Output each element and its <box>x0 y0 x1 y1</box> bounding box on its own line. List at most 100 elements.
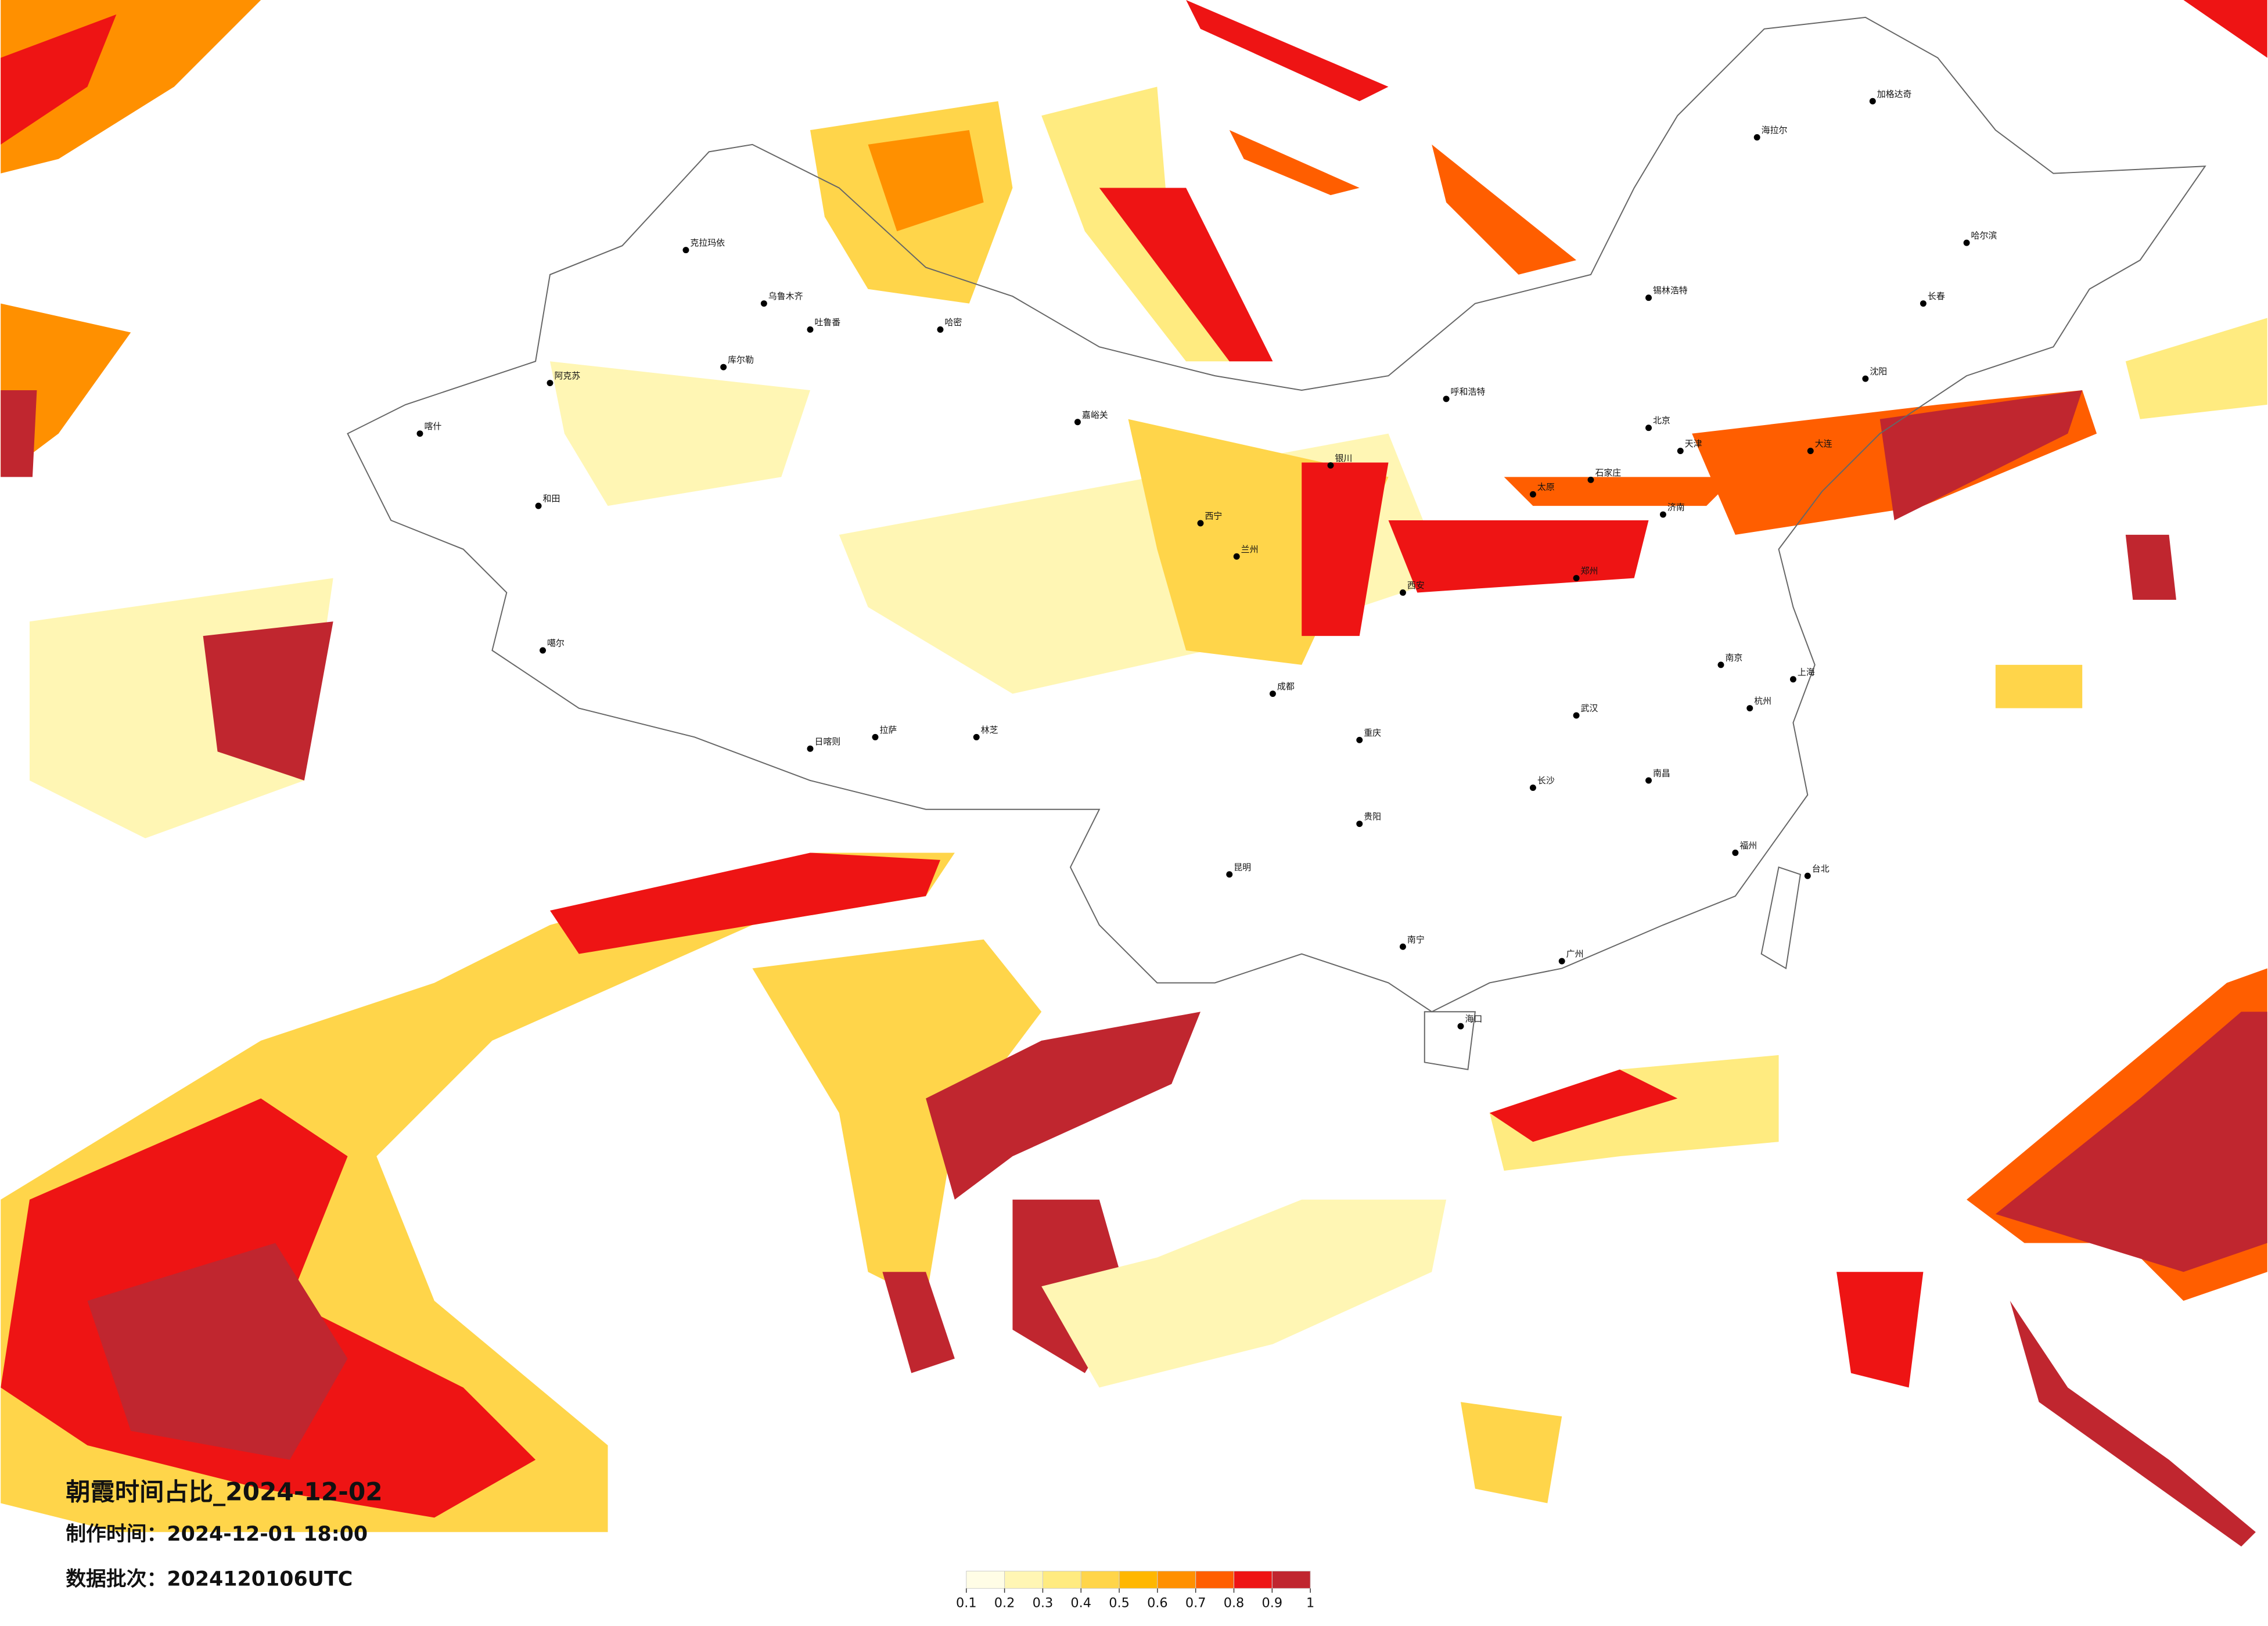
city-label: 海口 <box>1465 1014 1482 1024</box>
legend-tick-label: 0.4 <box>1070 1596 1091 1611</box>
legend-swatch <box>966 1570 1005 1589</box>
legend-swatch <box>1157 1570 1196 1589</box>
city-label: 乌鲁木齐 <box>768 291 803 301</box>
legend-swatch <box>1234 1570 1273 1589</box>
city-label: 石家庄 <box>1595 467 1621 478</box>
country-outline <box>347 16 2206 1013</box>
city-dot <box>973 733 980 740</box>
city-label: 武汉 <box>1581 703 1598 714</box>
city-label: 成都 <box>1277 681 1295 692</box>
city-dot <box>807 326 814 333</box>
legend-tick-label: 0.7 <box>1185 1596 1206 1611</box>
city-label: 天津 <box>1685 438 1702 449</box>
city-label: 哈尔滨 <box>1971 231 1997 241</box>
city-label: 和田 <box>543 494 560 504</box>
legend-swatch <box>1119 1570 1158 1589</box>
city-label: 西宁 <box>1205 511 1222 521</box>
legend-tick-label: 0.1 <box>956 1596 977 1611</box>
city-label: 兰州 <box>1241 544 1259 555</box>
city-dot <box>682 247 689 254</box>
city-label: 济南 <box>1667 502 1685 513</box>
hainan-outline <box>1424 1011 1476 1070</box>
legend-swatch <box>1004 1570 1043 1589</box>
city-dot <box>1269 690 1276 697</box>
city-dot <box>720 364 727 370</box>
legend-swatch <box>1195 1570 1235 1589</box>
city-label: 日喀则 <box>814 736 840 747</box>
city-dot <box>1717 661 1724 668</box>
city-dot <box>807 745 814 752</box>
legend: 0.1 0.2 0.3 0.4 0.5 0.6 0.7 0.8 0.9 1 <box>956 1570 1314 1611</box>
city-dot <box>872 733 879 740</box>
city-label: 台北 <box>1812 864 1830 874</box>
city-dot <box>416 430 423 437</box>
city-dot <box>1963 239 1970 246</box>
city-label: 噶尔 <box>547 638 565 649</box>
city-label: 昆明 <box>1234 862 1251 872</box>
city-dot <box>1920 300 1926 307</box>
city-label: 南昌 <box>1653 768 1670 779</box>
legend-swatch <box>1042 1570 1081 1589</box>
city-dot <box>1659 511 1666 518</box>
city-dot <box>1645 777 1652 784</box>
city-dot <box>1197 520 1204 527</box>
city-dot <box>547 380 553 387</box>
city-dot <box>1789 676 1796 683</box>
city-label: 锡林浩特 <box>1653 285 1688 296</box>
city-dot <box>1807 448 1814 455</box>
legend-tick-label: 1 <box>1306 1596 1314 1611</box>
city-dot <box>1869 98 1876 105</box>
legend-swatch <box>1080 1570 1120 1589</box>
city-dot <box>1457 1023 1464 1030</box>
city-label: 南京 <box>1725 652 1742 663</box>
city-label: 拉萨 <box>879 725 897 735</box>
city-dot <box>1529 784 1536 791</box>
legend-tick-label: 0.9 <box>1262 1596 1283 1611</box>
city-label: 库尔勒 <box>728 355 754 365</box>
made-time: 制作时间：2024-12-01 18:00 <box>66 1523 368 1546</box>
city-dot <box>540 647 547 654</box>
city-label: 海拉尔 <box>1762 125 1788 135</box>
city-label: 加格达奇 <box>1877 89 1912 99</box>
city-label: 杭州 <box>1754 696 1771 706</box>
batch: 数据批次：2024120106UTC <box>66 1567 353 1591</box>
city-label: 西安 <box>1407 580 1425 591</box>
city-dot <box>1645 294 1652 301</box>
city-dot <box>1645 425 1652 431</box>
city-label: 长春 <box>1928 291 1945 301</box>
city-dot <box>1399 943 1406 950</box>
city-dot <box>1746 705 1753 712</box>
city-label: 贵阳 <box>1364 811 1381 822</box>
cloud-field <box>1 0 2267 1547</box>
city-label: 吐鲁番 <box>814 317 840 328</box>
city-label: 阿克苏 <box>554 370 580 381</box>
city-dot <box>1399 589 1406 596</box>
city-dot <box>1573 575 1580 582</box>
legend-tick-label: 0.8 <box>1224 1596 1245 1611</box>
city-label: 南宁 <box>1407 934 1425 945</box>
city-dot <box>1443 395 1450 402</box>
city-dot <box>1804 872 1811 879</box>
city-dot <box>937 326 944 333</box>
legend-tick-label: 0.2 <box>994 1596 1015 1611</box>
taiwan-outline <box>1760 866 1801 970</box>
city-dot <box>1226 871 1233 878</box>
legend-tick-label: 0.5 <box>1109 1596 1130 1611</box>
city-label: 长沙 <box>1537 775 1555 786</box>
city-dot <box>1573 712 1580 719</box>
city-label: 广州 <box>1566 949 1584 959</box>
city-label: 嘉峪关 <box>1082 409 1108 420</box>
city-dot <box>1356 821 1363 828</box>
city-dot <box>1327 462 1334 469</box>
city-dot <box>1753 134 1760 141</box>
legend-tick-label: 0.3 <box>1033 1596 1054 1611</box>
map-title: 朝霞时间占比_2024-12-02 <box>66 1477 382 1506</box>
city-label: 克拉玛依 <box>690 238 725 248</box>
city-label: 哈密 <box>944 317 962 328</box>
city-dot <box>1558 958 1565 965</box>
city-dot <box>1677 448 1684 455</box>
city-label: 呼和浩特 <box>1451 386 1486 397</box>
city-dot <box>1074 419 1081 426</box>
